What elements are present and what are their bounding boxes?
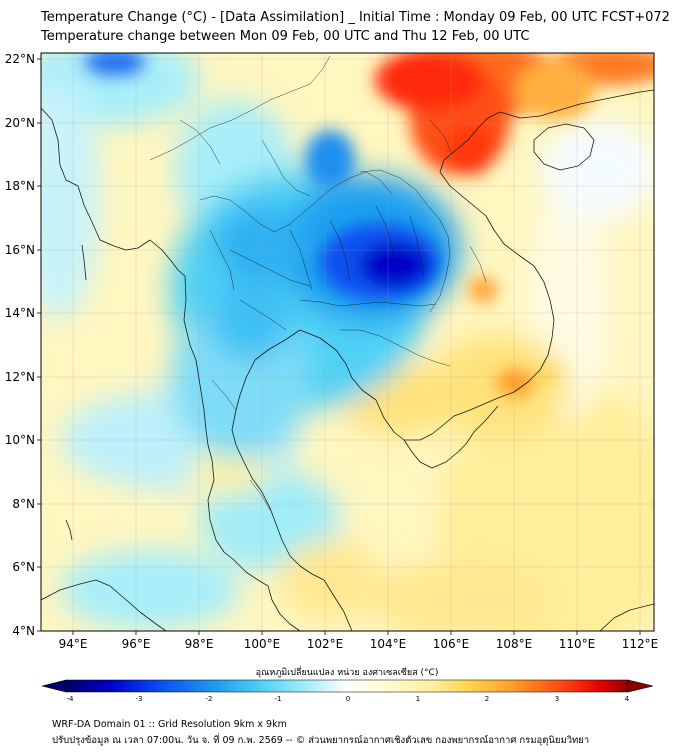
lat-label: 6°N [12,560,35,574]
colorbar-max-arrow [627,679,654,693]
colorbar-min-arrow [41,679,67,693]
footer-model-info: WRF-DA Domain 01 :: Grid Resolution 9km … [52,719,287,730]
map-subtitle: Temperature change between Mon 09 Feb, 0… [41,29,530,44]
colorbar-tick: 0 [346,695,350,703]
map-frame [40,52,655,632]
lat-label: 18°N [5,179,35,193]
colorbar-tick: 3 [555,695,559,703]
colorbar-ticks: -4 -3 -2 -1 0 1 2 3 4 [67,695,630,703]
lat-label: 12°N [5,370,35,384]
colorbar-tick: 1 [416,695,420,703]
lat-label: 10°N [5,433,35,447]
lon-label: 100°E [244,637,281,651]
colorbar-tick: -4 [67,695,75,703]
temperature-field [41,53,654,631]
colorbar-title: อุณหภูมิเปลี่ยนแปลง หน่วย องศาเซลเซียส (… [256,665,439,678]
latitude-labels: 22°N 20°N 18°N 16°N 14°N 12°N 10°N 8°N 6… [5,52,35,638]
colorbar-tick: 4 [625,695,630,703]
lon-label: 94°E [59,637,88,651]
lon-label: 104°E [370,637,407,651]
borders [149,55,487,511]
map-title: Temperature Change (°C) - [Data Assimila… [41,10,670,25]
lon-label: 110°E [559,637,596,651]
lon-label: 106°E [433,637,470,651]
lon-label: 96°E [122,637,151,651]
gridlines [41,53,654,631]
lat-label: 8°N [12,497,35,511]
lon-label: 112°E [622,637,659,651]
lon-label: 108°E [496,637,533,651]
lat-label: 4°N [12,624,35,638]
coastlines [41,89,654,631]
lat-label: 22°N [5,52,35,66]
lat-label: 16°N [5,243,35,257]
colorbar-tick: -2 [206,695,213,703]
lat-label: 20°N [5,116,35,130]
lon-label: 102°E [307,637,344,651]
colorbar [41,679,654,693]
colorbar-tick: 2 [485,695,489,703]
footer-credit: ปรับปรุงข้อมูล ณ เวลา 07:00น. วัน จ. ที่… [52,735,590,746]
colorbar-tick: -1 [275,695,282,703]
longitude-labels: 94°E 96°E 98°E 100°E 102°E 104°E 106°E 1… [59,637,659,651]
colorbar-tick: -3 [136,695,143,703]
lat-label: 14°N [5,306,35,320]
lon-label: 98°E [185,637,214,651]
